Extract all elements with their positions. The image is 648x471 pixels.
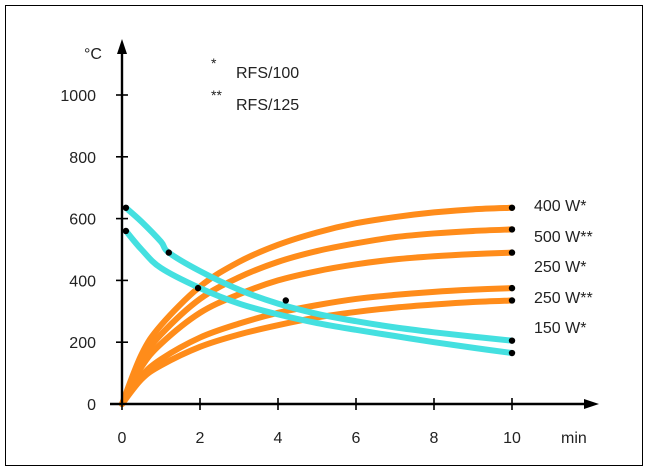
x-tick-label-4: 4 (274, 430, 283, 447)
legend-note-marker-2: ** (211, 87, 222, 103)
cooling-curve-2 (122, 227, 515, 357)
heating-endpoint-3 (508, 249, 516, 256)
temperature-time-chart: 0 2 4 6 8 10 0 200 400 600 800 1000 400 W* 500 W** 25… (60, 39, 599, 447)
y-tick-label-0: 0 (87, 397, 96, 414)
series-labels-group: 400 W* 500 W** 250 W* 250 W** 150 W* (534, 198, 593, 337)
cooling-point-1-2 (165, 249, 172, 256)
axes-group (110, 39, 599, 409)
heating-endpoint-1 (508, 204, 516, 211)
cooling-point-1-1 (122, 204, 130, 211)
heating-endpoint-2 (508, 226, 516, 233)
x-axis-unit-label: min (561, 430, 587, 447)
heating-curve-1 (119, 204, 515, 407)
legend-note-text-2: RFS/125 (236, 97, 299, 114)
series-label-2: 500 W** (534, 229, 593, 246)
points-group (122, 204, 516, 357)
heating-curve-3 (119, 249, 515, 407)
heating-endpoint-5 (508, 297, 516, 304)
cooling-point-1-3 (282, 297, 289, 304)
x-tick-label-10: 10 (503, 430, 521, 447)
cooling-point-2-1 (122, 227, 130, 235)
cooling-point-2-2 (194, 284, 202, 292)
heating-endpoint-4 (508, 284, 516, 292)
cooling-point-2-3 (508, 349, 516, 357)
series-label-1: 400 W* (534, 198, 586, 215)
heating-curve-2 (119, 226, 515, 407)
x-tick-label-8: 8 (430, 430, 439, 447)
y-tick-label-200: 200 (69, 335, 96, 352)
series-label-4: 250 W** (534, 290, 593, 307)
cooling-curve-1 (122, 204, 515, 344)
y-axis-unit-label: °C (84, 46, 102, 63)
series-label-3: 250 W* (534, 259, 586, 276)
legend-note-marker-1: * (211, 55, 217, 71)
curves-group (119, 204, 515, 407)
y-tick-label-800: 800 (69, 150, 96, 167)
y-tick-label-600: 600 (69, 212, 96, 229)
x-tick-label-2: 2 (196, 430, 205, 447)
y-tick-label-400: 400 (69, 273, 96, 290)
chart-frame: 0 2 4 6 8 10 0 200 400 600 800 1000 400 W* 500 W** 25… (5, 5, 643, 466)
cooling-point-1-4 (508, 337, 516, 344)
ticks-group: 0 2 4 6 8 10 0 200 400 600 800 1000 (60, 88, 521, 447)
y-tick-label-1000: 1000 (60, 88, 96, 105)
y-axis-arrow (117, 39, 127, 54)
x-tick-label-6: 6 (352, 430, 361, 447)
x-tick-label-0: 0 (118, 430, 127, 447)
legend-note-text-1: RFS/100 (236, 65, 299, 82)
x-axis-arrow (584, 399, 599, 409)
series-label-5: 150 W* (534, 320, 586, 337)
